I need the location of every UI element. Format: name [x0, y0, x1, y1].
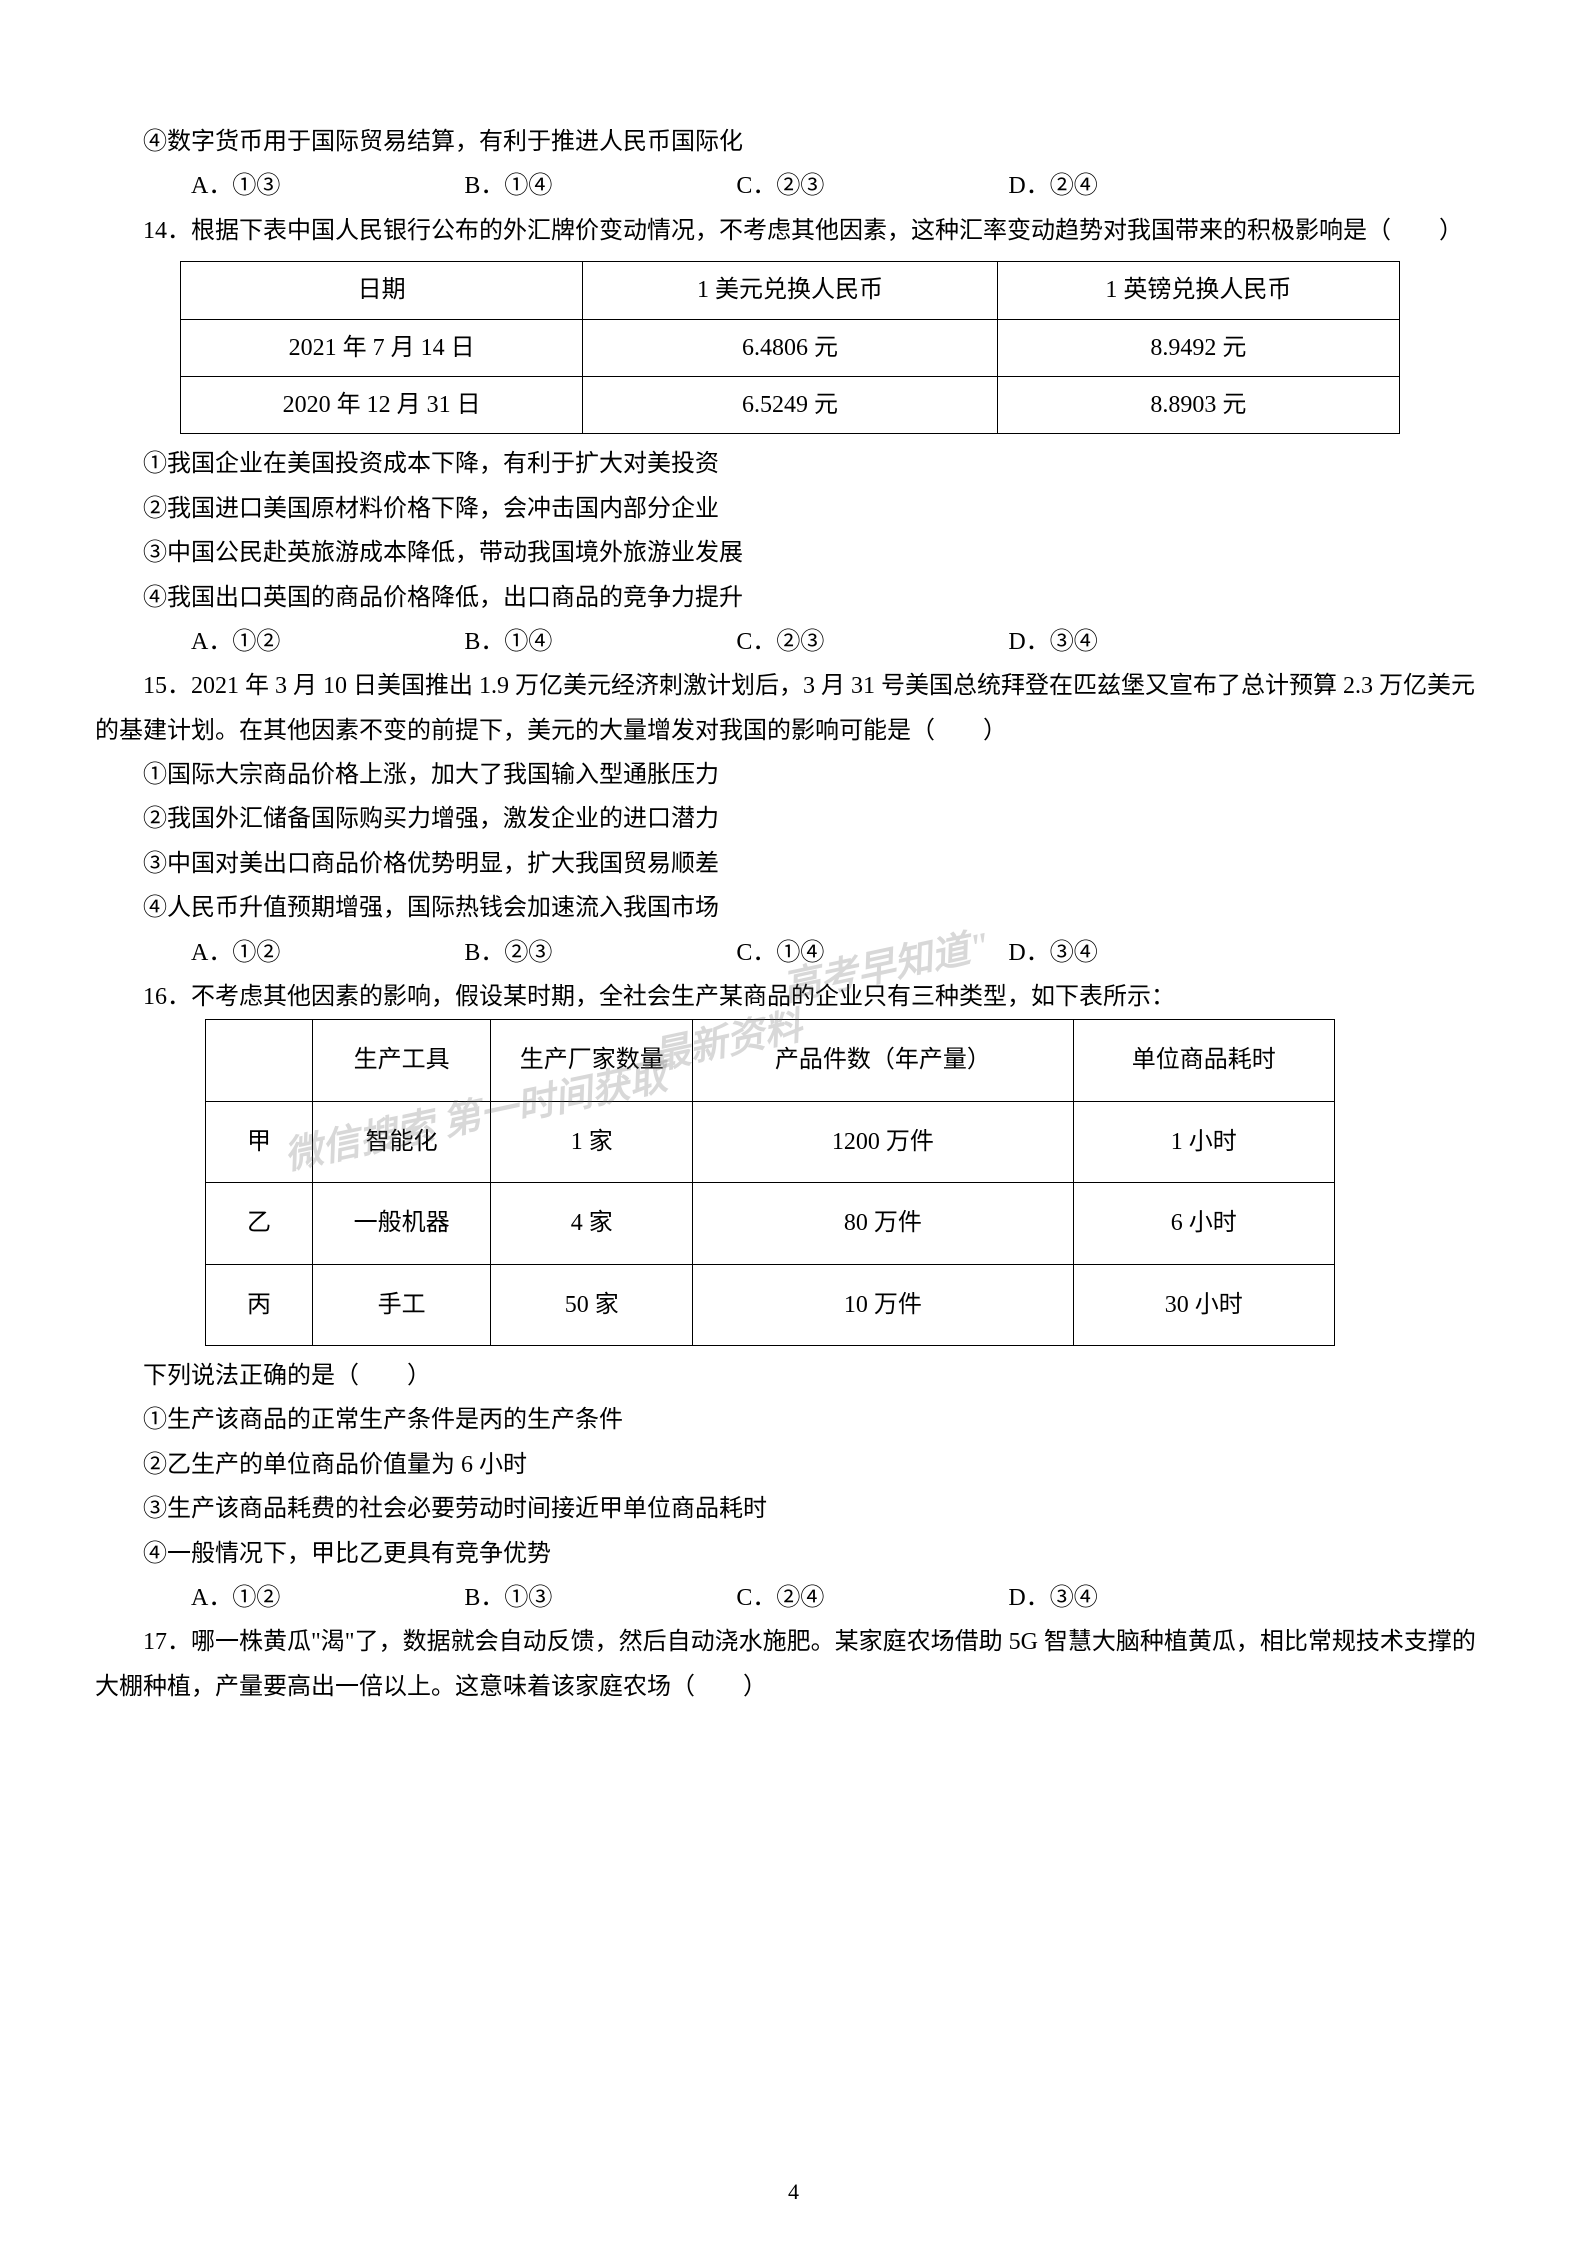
q15-optA: A．①②	[143, 931, 280, 975]
q15-stem: 15．2021 年 3 月 10 日美国推出 1.9 万亿美元经济刺激计划后，3…	[95, 664, 1492, 753]
q16-s4: ④一般情况下，甲比乙更具有竞争优势	[95, 1532, 1492, 1576]
q16-th5: 单位商品耗时	[1073, 1020, 1335, 1101]
table-row: 生产工具 生产厂家数量 产品件数（年产量） 单位商品耗时	[206, 1020, 1335, 1101]
q13-statement4: ④数字货币用于国际贸易结算，有利于推进人民币国际化	[95, 120, 1492, 164]
q14-r2c3: 8.8903 元	[997, 376, 1399, 433]
q14-s1: ①我国企业在美国投资成本下降，有利于扩大对美投资	[95, 442, 1492, 486]
table-row: 2020 年 12 月 31 日 6.5249 元 8.8903 元	[181, 376, 1400, 433]
q16-r3c4: 10 万件	[693, 1264, 1073, 1345]
table-row: 丙 手工 50 家 10 万件 30 小时	[206, 1264, 1335, 1345]
q15-s1: ①国际大宗商品价格上涨，加大了我国输入型通胀压力	[95, 753, 1492, 797]
q16-optD: D．③④	[960, 1576, 1097, 1620]
q16-r1c3: 1 家	[491, 1101, 693, 1182]
table-row: 乙 一般机器 4 家 80 万件 6 小时	[206, 1183, 1335, 1264]
q16-r2c5: 6 小时	[1073, 1183, 1335, 1264]
q14-table: 日期 1 美元兑换人民币 1 英镑兑换人民币 2021 年 7 月 14 日 6…	[180, 261, 1400, 434]
q14-r1c3: 8.9492 元	[997, 319, 1399, 376]
document-body: ④数字货币用于国际贸易结算，有利于推进人民币国际化 A．①③ B．①④ C．②③…	[95, 120, 1492, 1709]
q13-optD: D．②④	[960, 164, 1097, 208]
table-row: 2021 年 7 月 14 日 6.4806 元 8.9492 元	[181, 319, 1400, 376]
q16-r3c5: 30 小时	[1073, 1264, 1335, 1345]
q15-choices: A．①② B．②③ C．①④ D．③④	[95, 931, 1492, 975]
q14-optD: D．③④	[960, 620, 1097, 664]
q14-stem: 14．根据下表中国人民银行公布的外汇牌价变动情况，不考虑其他因素，这种汇率变动趋…	[95, 209, 1492, 253]
q17-stem: 17．哪一株黄瓜"渴"了，数据就会自动反馈，然后自动浇水施肥。某家庭农场借助 5…	[95, 1620, 1492, 1709]
q14-s4: ④我国出口英国的商品价格降低，出口商品的竞争力提升	[95, 576, 1492, 620]
q15-s4: ④人民币升值预期增强，国际热钱会加速流入我国市场	[95, 886, 1492, 930]
q14-optB: B．①④	[416, 620, 552, 664]
q15-optD: D．③④	[960, 931, 1097, 975]
q14-s2: ②我国进口美国原材料价格下降，会冲击国内部分企业	[95, 487, 1492, 531]
q16-r2c1: 乙	[206, 1183, 313, 1264]
q16-th2: 生产工具	[312, 1020, 490, 1101]
table-row: 甲 智能化 1 家 1200 万件 1 小时	[206, 1101, 1335, 1182]
page-number: 4	[0, 2179, 1587, 2205]
q16-s1: ①生产该商品的正常生产条件是丙的生产条件	[95, 1398, 1492, 1442]
q14-optC: C．②③	[688, 620, 824, 664]
q16-r2c3: 4 家	[491, 1183, 693, 1264]
q13-choices: A．①③ B．①④ C．②③ D．②④	[95, 164, 1492, 208]
q15-s3: ③中国对美出口商品价格优势明显，扩大我国贸易顺差	[95, 842, 1492, 886]
q16-choices: A．①② B．①③ C．②④ D．③④	[95, 1576, 1492, 1620]
q14-r2c2: 6.5249 元	[583, 376, 997, 433]
q13-optC: C．②③	[688, 164, 824, 208]
q14-th3: 1 英镑兑换人民币	[997, 262, 1399, 319]
q16-r1c4: 1200 万件	[693, 1101, 1073, 1182]
q15-optC: C．①④	[688, 931, 824, 975]
q16-r3c2: 手工	[312, 1264, 490, 1345]
q16-r3c3: 50 家	[491, 1264, 693, 1345]
q16-prompt: 下列说法正确的是（ ）	[95, 1354, 1492, 1398]
q15-optB: B．②③	[416, 931, 552, 975]
q14-optA: A．①②	[143, 620, 280, 664]
table-row: 日期 1 美元兑换人民币 1 英镑兑换人民币	[181, 262, 1400, 319]
q13-optA: A．①③	[143, 164, 280, 208]
q16-r3c1: 丙	[206, 1264, 313, 1345]
q16-th3: 生产厂家数量	[491, 1020, 693, 1101]
q16-r2c2: 一般机器	[312, 1183, 490, 1264]
q16-th4: 产品件数（年产量）	[693, 1020, 1073, 1101]
q15-s2: ②我国外汇储备国际购买力增强，激发企业的进口潜力	[95, 797, 1492, 841]
q14-s3: ③中国公民赴英旅游成本降低，带动我国境外旅游业发展	[95, 531, 1492, 575]
q14-table-wrap: 日期 1 美元兑换人民币 1 英镑兑换人民币 2021 年 7 月 14 日 6…	[180, 261, 1492, 434]
q16-s3: ③生产该商品耗费的社会必要劳动时间接近甲单位商品耗时	[95, 1487, 1492, 1531]
q16-optB: B．①③	[416, 1576, 552, 1620]
q16-optA: A．①②	[143, 1576, 280, 1620]
q14-r2c1: 2020 年 12 月 31 日	[181, 376, 583, 433]
q14-th1: 日期	[181, 262, 583, 319]
q16-optC: C．②④	[688, 1576, 824, 1620]
q16-s2: ②乙生产的单位商品价值量为 6 小时	[95, 1443, 1492, 1487]
q14-choices: A．①② B．①④ C．②③ D．③④	[95, 620, 1492, 664]
q14-r1c1: 2021 年 7 月 14 日	[181, 319, 583, 376]
q16-r1c5: 1 小时	[1073, 1101, 1335, 1182]
q16-stem: 16．不考虑其他因素的影响，假设某时期，全社会生产某商品的企业只有三种类型，如下…	[95, 975, 1492, 1019]
q16-r1c2: 智能化	[312, 1101, 490, 1182]
q14-r1c2: 6.4806 元	[583, 319, 997, 376]
q16-r2c4: 80 万件	[693, 1183, 1073, 1264]
q13-optB: B．①④	[416, 164, 552, 208]
q16-table: 生产工具 生产厂家数量 产品件数（年产量） 单位商品耗时 甲 智能化 1 家 1…	[205, 1019, 1335, 1346]
q14-th2: 1 美元兑换人民币	[583, 262, 997, 319]
q16-th1	[206, 1020, 313, 1101]
q16-r1c1: 甲	[206, 1101, 313, 1182]
